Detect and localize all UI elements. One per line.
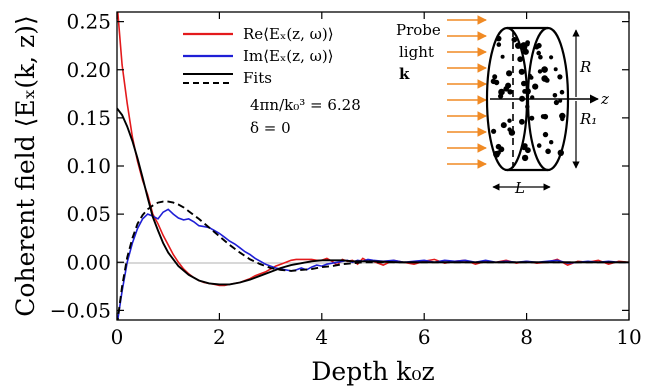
scatterer-dot [536, 143, 542, 148]
scatterer-dot [557, 149, 564, 156]
scatterer-dot [552, 93, 558, 98]
scatterer-dot [522, 48, 529, 55]
R1-label: R₁ [579, 110, 597, 128]
legend-label-im: Im⟨Eₓ(z, ω)⟩ [243, 47, 334, 65]
scatterer-dot [553, 99, 560, 106]
scatterer-dot [517, 56, 524, 63]
scatterer-dot [536, 50, 541, 56]
probe-arrows [447, 15, 487, 169]
y-axis-title: Coherent field ⟨Eₓ(k, z)⟩ [11, 15, 40, 316]
scatterer-dot [540, 114, 546, 119]
scatterer-dot [492, 74, 498, 80]
scatterer-dot [491, 128, 497, 134]
scatterer-dot [521, 154, 529, 162]
scatterer-dot [559, 89, 565, 95]
x-tick-label: 2 [213, 325, 226, 349]
scatterer-dot [549, 140, 554, 145]
series-line-1 [117, 208, 629, 320]
x-tick-label: 10 [616, 325, 641, 349]
scatterer-dot [515, 42, 522, 49]
annotation-density: 4πn/k₀³ = 6.28 [250, 96, 361, 114]
scatterer-dot [505, 82, 512, 89]
scatterer-dot [498, 146, 505, 153]
x-tick-label: 4 [315, 325, 328, 349]
legend: Re⟨Eₓ(z, ω)⟩ Im⟨Eₓ(z, ω)⟩ Fits [183, 25, 334, 87]
x-axis-title: Depth k₀z [311, 357, 434, 386]
scatterer-dot [560, 116, 565, 122]
scatterer-dot [538, 54, 543, 60]
y-tick-label: 0.10 [66, 154, 111, 178]
scatterer-dot [498, 93, 504, 99]
z-label: z [600, 90, 609, 108]
legend-label-fits: Fits [243, 69, 272, 87]
scatterer-dot [506, 70, 513, 77]
scatterer-dot [529, 115, 535, 121]
scatterer-dot [507, 89, 513, 95]
scatterer-dot [557, 74, 563, 80]
scatterer-dot [519, 118, 525, 125]
x-tick-label: 8 [520, 325, 533, 349]
y-axis-ticks: −0.05 0.00 0.05 0.10 0.15 0.20 0.25 [50, 10, 629, 322]
inset-schematic: Probe light k z R R₁ L [396, 15, 609, 197]
scatterer-dot [541, 66, 548, 73]
x-tick-label: 0 [111, 325, 124, 349]
L-label: L [514, 179, 525, 197]
R-label: R [579, 58, 591, 76]
scatterer-dot [511, 36, 518, 43]
series-layer [117, 12, 629, 320]
k-label: k [399, 65, 410, 83]
scatterer-dot [495, 35, 502, 42]
x-axis-ticks: 0 2 4 6 8 10 [111, 12, 642, 349]
legend-label-re: Re⟨Eₓ(z, ω)⟩ [243, 25, 334, 43]
scatterer-dot [507, 118, 512, 123]
y-tick-label: 0.25 [66, 10, 111, 34]
cylinder-outline [507, 26, 548, 172]
scatterer-dot [522, 89, 527, 94]
scatterer-dot [520, 42, 528, 49]
x-tick-label: 6 [418, 325, 431, 349]
scatterer-dots [490, 35, 566, 162]
scatterer-dot [553, 67, 558, 72]
scatterer-dot [521, 144, 528, 151]
series-line-2 [117, 107, 629, 286]
scatterer-dot [534, 44, 540, 50]
scatterer-dot [525, 104, 530, 109]
series-line-3 [117, 200, 629, 320]
scatterer-dot [549, 55, 554, 60]
scatterer-dot [500, 54, 505, 59]
scatterer-dot [500, 122, 507, 129]
scatterer-dot [496, 42, 502, 47]
scatterer-dot [527, 73, 532, 78]
y-tick-label: −0.05 [50, 298, 111, 322]
scatterer-dot [541, 75, 548, 82]
scatterer-dot [537, 69, 543, 74]
scatterer-dot [542, 131, 549, 138]
scatterer-dot [545, 148, 551, 155]
scatterer-dot [521, 80, 527, 87]
light-label: light [399, 43, 434, 61]
scatterer-dot [498, 88, 505, 96]
scatterer-dot [508, 129, 516, 136]
scatterer-dot [493, 79, 500, 86]
scatterer-dot [558, 98, 563, 103]
probe-label: Probe [396, 21, 441, 39]
y-tick-label: 0.05 [66, 202, 111, 226]
scatterer-dot [532, 83, 539, 90]
scatterer-dot [518, 68, 525, 75]
y-tick-label: 0.20 [66, 58, 111, 82]
y-tick-label: 0.00 [66, 250, 111, 274]
y-tick-label: 0.15 [66, 106, 111, 130]
annotation-delta: δ = 0 [250, 119, 291, 137]
